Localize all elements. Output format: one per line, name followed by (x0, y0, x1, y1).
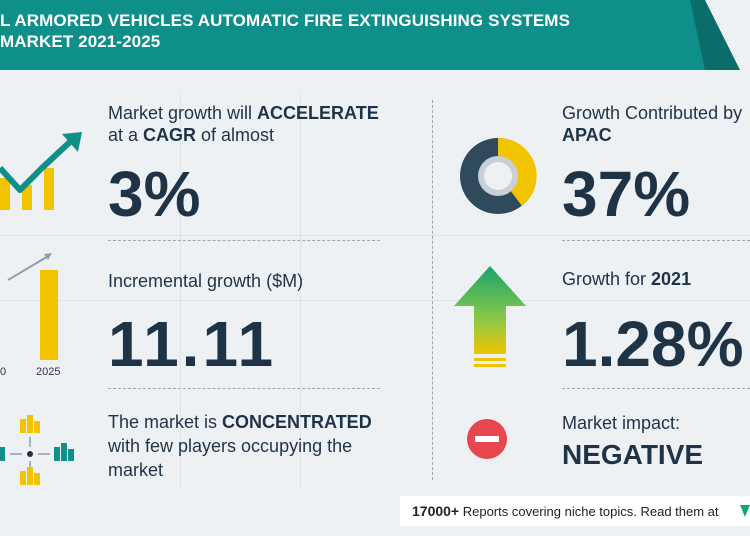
incremental-bar-icon (7, 253, 58, 360)
growth-label-cagr: CAGR (143, 125, 197, 145)
banner-title-line1: L ARMORED VEHICLES AUTOMATIC FIRE EXTING… (0, 11, 571, 30)
banner-title: L ARMORED VEHICLES AUTOMATIC FIRE EXTING… (0, 10, 700, 52)
growth-year-label: Growth for 2021 (562, 268, 691, 290)
incremental-value: 11.11 (108, 308, 277, 380)
up-arrow-icon (454, 266, 526, 367)
growth-chart-icon (0, 132, 82, 210)
concentrated-market-icon (0, 415, 74, 485)
growth-label-prefix: Market growth will (108, 103, 258, 123)
contribution-label-text: Growth Contributed by (562, 103, 743, 123)
banner-title-line2: MARKET 2021-2025 (0, 32, 161, 51)
growth-year: 2021 (651, 269, 692, 289)
growth-label: Market growth will ACCELERATE at a CAGR … (108, 102, 379, 146)
contribution-region: APAC (562, 125, 612, 145)
impact-label: Market impact: (562, 413, 681, 433)
market-label-prefix: The market is (108, 412, 223, 432)
left-divider-2 (108, 388, 380, 389)
negative-impact-icon (467, 419, 507, 459)
right-divider-2 (562, 388, 750, 389)
growth-year-label-text: Growth for (562, 269, 652, 289)
market-label: The market is CONCENTRATED with few play… (108, 410, 372, 482)
contribution-value: 37% (562, 158, 691, 230)
cagr-value: 3% (108, 158, 201, 230)
donut-chart-icon (460, 137, 537, 214)
impact-value: NEGATIVE (562, 439, 704, 470)
brand-logo-icon (740, 505, 750, 517)
title-banner (0, 0, 705, 70)
footer-text[interactable]: Reports covering niche topics. Read them… (459, 504, 719, 519)
growth-label-line2-suffix: of almost (196, 125, 275, 145)
growth-label-strong: ACCELERATE (257, 103, 379, 123)
market-label-strong: CONCENTRATED (222, 412, 372, 432)
incremental-label: Incremental growth ($M) (108, 271, 304, 291)
axis-label-left: 0 (0, 366, 7, 378)
left-divider-1 (108, 240, 380, 241)
footer-count: 17000+ (412, 503, 460, 519)
axis-label-right: 2025 (36, 366, 61, 378)
growth-year-value: 1.28% (562, 308, 744, 380)
right-divider-1 (562, 240, 750, 241)
market-label-line3: market (108, 460, 164, 480)
footer-bar: 17000+ Reports covering niche topics. Re… (400, 496, 750, 526)
center-divider (432, 100, 433, 480)
market-label-line2: with few players occupying the (108, 436, 353, 456)
growth-label-line2-prefix: at a (108, 125, 144, 145)
contribution-label: Growth Contributed by APAC (562, 102, 742, 146)
